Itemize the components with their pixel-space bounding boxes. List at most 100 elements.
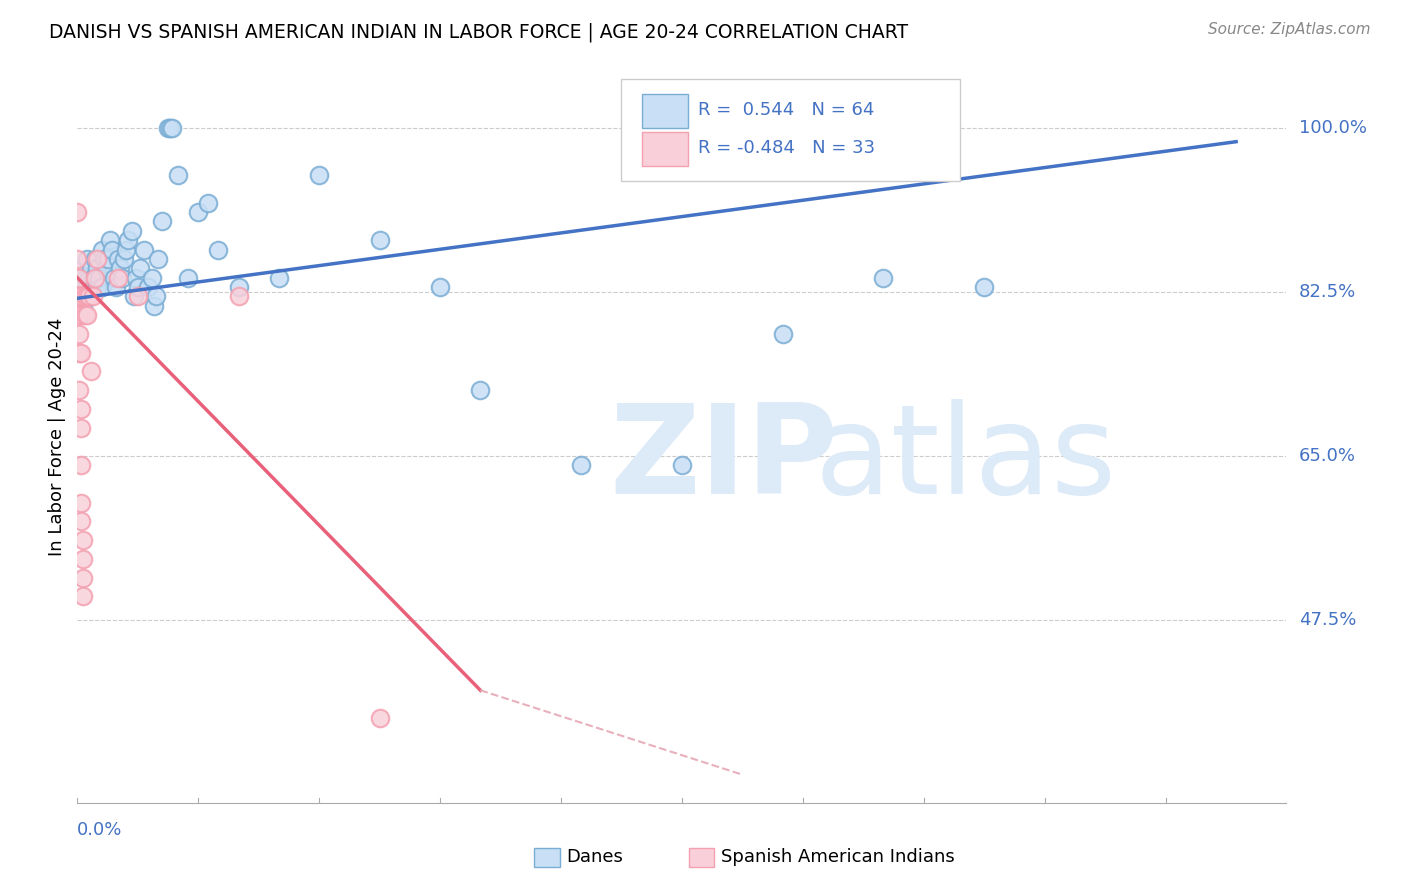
Point — [117, 233, 139, 247]
Point — [121, 224, 143, 238]
Text: 47.5%: 47.5% — [1299, 611, 1355, 629]
Text: DANISH VS SPANISH AMERICAN INDIAN IN LABOR FORCE | AGE 20-24 CORRELATION CHART: DANISH VS SPANISH AMERICAN INDIAN IN LAB… — [49, 22, 908, 42]
Point — [429, 280, 451, 294]
Point — [368, 233, 391, 247]
Point — [141, 270, 163, 285]
Point — [368, 711, 391, 725]
Point — [84, 270, 107, 285]
Point — [84, 252, 107, 266]
Point — [145, 289, 167, 303]
Bar — [643, 94, 688, 128]
Point — [772, 326, 794, 341]
Point — [79, 270, 101, 285]
Point — [82, 280, 104, 294]
FancyBboxPatch shape — [621, 78, 960, 181]
Point — [94, 261, 117, 276]
Point — [80, 364, 103, 378]
Point — [98, 233, 121, 247]
Point — [67, 326, 90, 341]
Point — [76, 252, 98, 266]
Point — [470, 383, 492, 397]
Text: R =  0.544   N = 64: R = 0.544 N = 64 — [697, 101, 875, 120]
Point — [114, 243, 136, 257]
Point — [75, 289, 97, 303]
Point — [108, 261, 131, 276]
Point — [160, 120, 183, 135]
Point — [127, 280, 149, 294]
Point — [197, 195, 219, 210]
Y-axis label: In Labor Force | Age 20-24: In Labor Force | Age 20-24 — [48, 318, 66, 557]
Point — [67, 289, 90, 303]
Point — [127, 289, 149, 303]
Point — [671, 458, 693, 473]
Point — [66, 252, 89, 266]
Point — [72, 571, 94, 585]
Point — [70, 280, 93, 294]
Text: 0.0%: 0.0% — [77, 821, 122, 839]
Point — [79, 289, 101, 303]
Point — [89, 270, 111, 285]
Text: 65.0%: 65.0% — [1299, 447, 1355, 465]
Text: 100.0%: 100.0% — [1299, 119, 1367, 136]
Point — [72, 552, 94, 566]
Point — [167, 168, 190, 182]
Text: Spanish American Indians: Spanish American Indians — [721, 848, 955, 866]
Point — [90, 280, 112, 294]
Point — [70, 458, 93, 473]
Point — [67, 308, 90, 322]
Point — [72, 299, 94, 313]
Text: atlas: atlas — [815, 399, 1116, 519]
Bar — [643, 132, 688, 166]
Text: R = -0.484   N = 33: R = -0.484 N = 33 — [697, 139, 875, 157]
Point — [67, 270, 90, 285]
Point — [107, 270, 129, 285]
Point — [103, 270, 125, 285]
Point — [76, 308, 98, 322]
Text: 82.5%: 82.5% — [1299, 283, 1355, 301]
Text: ZIP: ZIP — [609, 399, 838, 519]
Point — [228, 280, 250, 294]
Point — [82, 270, 104, 285]
Point — [70, 420, 93, 434]
Point — [86, 252, 108, 266]
Point — [70, 401, 93, 416]
Point — [76, 280, 98, 294]
Point — [79, 289, 101, 303]
Point — [107, 252, 129, 266]
Point — [82, 289, 104, 303]
Point — [569, 458, 592, 473]
Point — [207, 243, 229, 257]
Text: Source: ZipAtlas.com: Source: ZipAtlas.com — [1208, 22, 1371, 37]
Point — [70, 345, 93, 359]
Point — [70, 496, 93, 510]
Point — [67, 345, 90, 359]
Point — [125, 270, 148, 285]
Point — [86, 280, 108, 294]
Point — [70, 289, 93, 303]
Point — [80, 280, 103, 294]
Point — [75, 308, 97, 322]
Point — [70, 515, 93, 529]
Point — [84, 270, 107, 285]
Point — [872, 270, 894, 285]
Point — [267, 270, 290, 285]
Text: Danes: Danes — [567, 848, 623, 866]
Point — [132, 243, 155, 257]
Point — [72, 590, 94, 604]
Point — [142, 299, 165, 313]
Point — [67, 289, 90, 303]
Point — [187, 205, 209, 219]
Point — [66, 205, 89, 219]
Point — [72, 533, 94, 548]
Point — [308, 168, 330, 182]
Point — [150, 214, 173, 228]
Point — [67, 383, 90, 397]
Point — [128, 261, 150, 276]
Point — [72, 261, 94, 276]
Point — [86, 261, 108, 276]
Point — [973, 280, 995, 294]
Point — [122, 289, 145, 303]
Point — [136, 280, 159, 294]
Point — [177, 270, 200, 285]
Point — [93, 252, 115, 266]
